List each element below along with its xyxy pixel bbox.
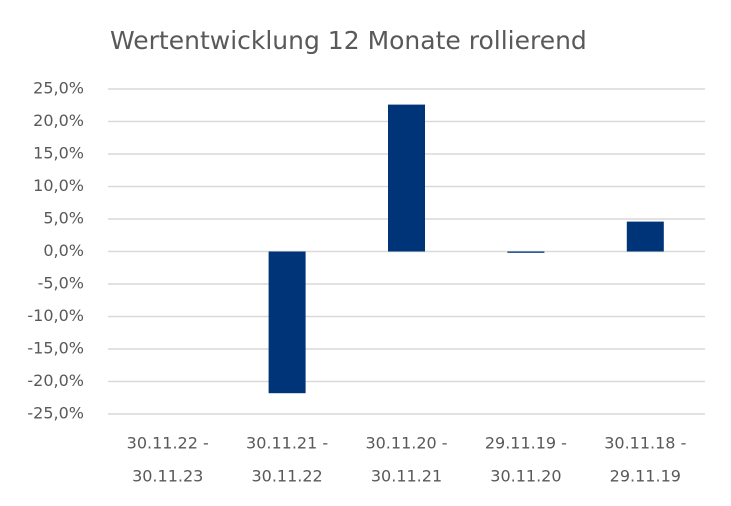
y-tick-label: 0,0% (43, 241, 84, 260)
x-tick-label: 30.11.22 - (127, 434, 209, 453)
x-tick-label: 29.11.19 (610, 467, 681, 486)
bar (388, 104, 425, 252)
y-tick-label: -20,0% (27, 371, 84, 390)
y-tick-label: 25,0% (33, 79, 84, 98)
x-tick-label: 30.11.20 - (365, 434, 447, 453)
x-tick-label: 29.11.19 - (485, 434, 567, 453)
chart-title: Wertentwicklung 12 Monate rollierend (110, 26, 587, 55)
y-tick-label: 20,0% (33, 111, 84, 130)
y-tick-label: -15,0% (27, 339, 84, 358)
y-tick-label: 15,0% (33, 144, 84, 163)
y-tick-label: -5,0% (38, 274, 84, 293)
bar (626, 221, 664, 252)
y-tick-label: 5,0% (43, 209, 84, 228)
x-tick-label: 30.11.21 (371, 467, 442, 486)
bar (268, 251, 306, 394)
bar (507, 251, 545, 253)
y-tick-label: -10,0% (27, 306, 84, 325)
x-tick-label: 30.11.23 (132, 467, 203, 486)
x-tick-label: 30.11.18 - (604, 434, 686, 453)
y-tick-label: 10,0% (33, 176, 84, 195)
x-tick-label: 30.11.22 (251, 467, 322, 486)
x-tick-label: 30.11.21 - (246, 434, 328, 453)
y-tick-label: -25,0% (27, 404, 84, 423)
x-tick-label: 30.11.20 (490, 467, 561, 486)
